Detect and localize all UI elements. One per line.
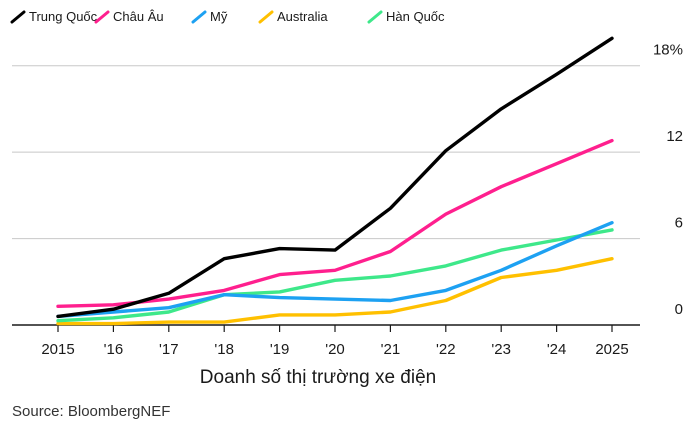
series-line-2 [56, 220, 614, 319]
x-tick-label: '19 [270, 341, 290, 358]
y-tick-label: 6 [675, 215, 683, 232]
x-tick-label: '16 [104, 341, 124, 358]
series-line-3 [56, 257, 614, 326]
legend-swatch [367, 10, 383, 24]
legend-label: Australia [277, 9, 328, 24]
source-note: Source: BloombergNEF [12, 403, 170, 420]
x-tick-label: '21 [381, 341, 401, 358]
series-line-1 [56, 138, 614, 308]
x-axis: 2015 '16 '17 '18 '19 '20 '21 '22 '23 '24 2025 [12, 324, 640, 358]
series-line-4 [56, 228, 614, 323]
legend-label: Trung Quốc [29, 9, 98, 24]
legend-swatch [94, 10, 110, 24]
x-tick-label: '18 [214, 341, 234, 358]
x-tick-label: '22 [436, 341, 456, 358]
y-tick-label: 12 [666, 128, 683, 145]
legend-label: Châu Âu [113, 9, 164, 24]
series-lines [56, 36, 614, 326]
legend-swatch [10, 10, 26, 24]
x-tick-label: '20 [325, 341, 345, 358]
gridlines [12, 65, 640, 240]
y-tick-label: 0 [675, 301, 683, 318]
y-axis-ticks: 0 6 12 18% [653, 42, 683, 318]
x-tick-label: 2015 [41, 341, 74, 358]
legend-swatch [258, 10, 274, 24]
y-tick-label: 18% [653, 42, 683, 59]
legend-swatch [191, 10, 207, 24]
x-tick-label: 2025 [595, 341, 628, 358]
legend-label: Mỹ [210, 9, 228, 24]
legend: Trung Quốc Châu Âu Mỹ Australia Hàn Quốc [10, 9, 445, 24]
x-tick-label: '23 [491, 341, 511, 358]
x-tick-label: '24 [547, 341, 567, 358]
legend-label: Hàn Quốc [386, 9, 445, 24]
x-tick-label: '17 [159, 341, 179, 358]
series-line-0 [56, 36, 614, 319]
x-axis-label: Doanh số thị trường xe điện [200, 367, 436, 388]
